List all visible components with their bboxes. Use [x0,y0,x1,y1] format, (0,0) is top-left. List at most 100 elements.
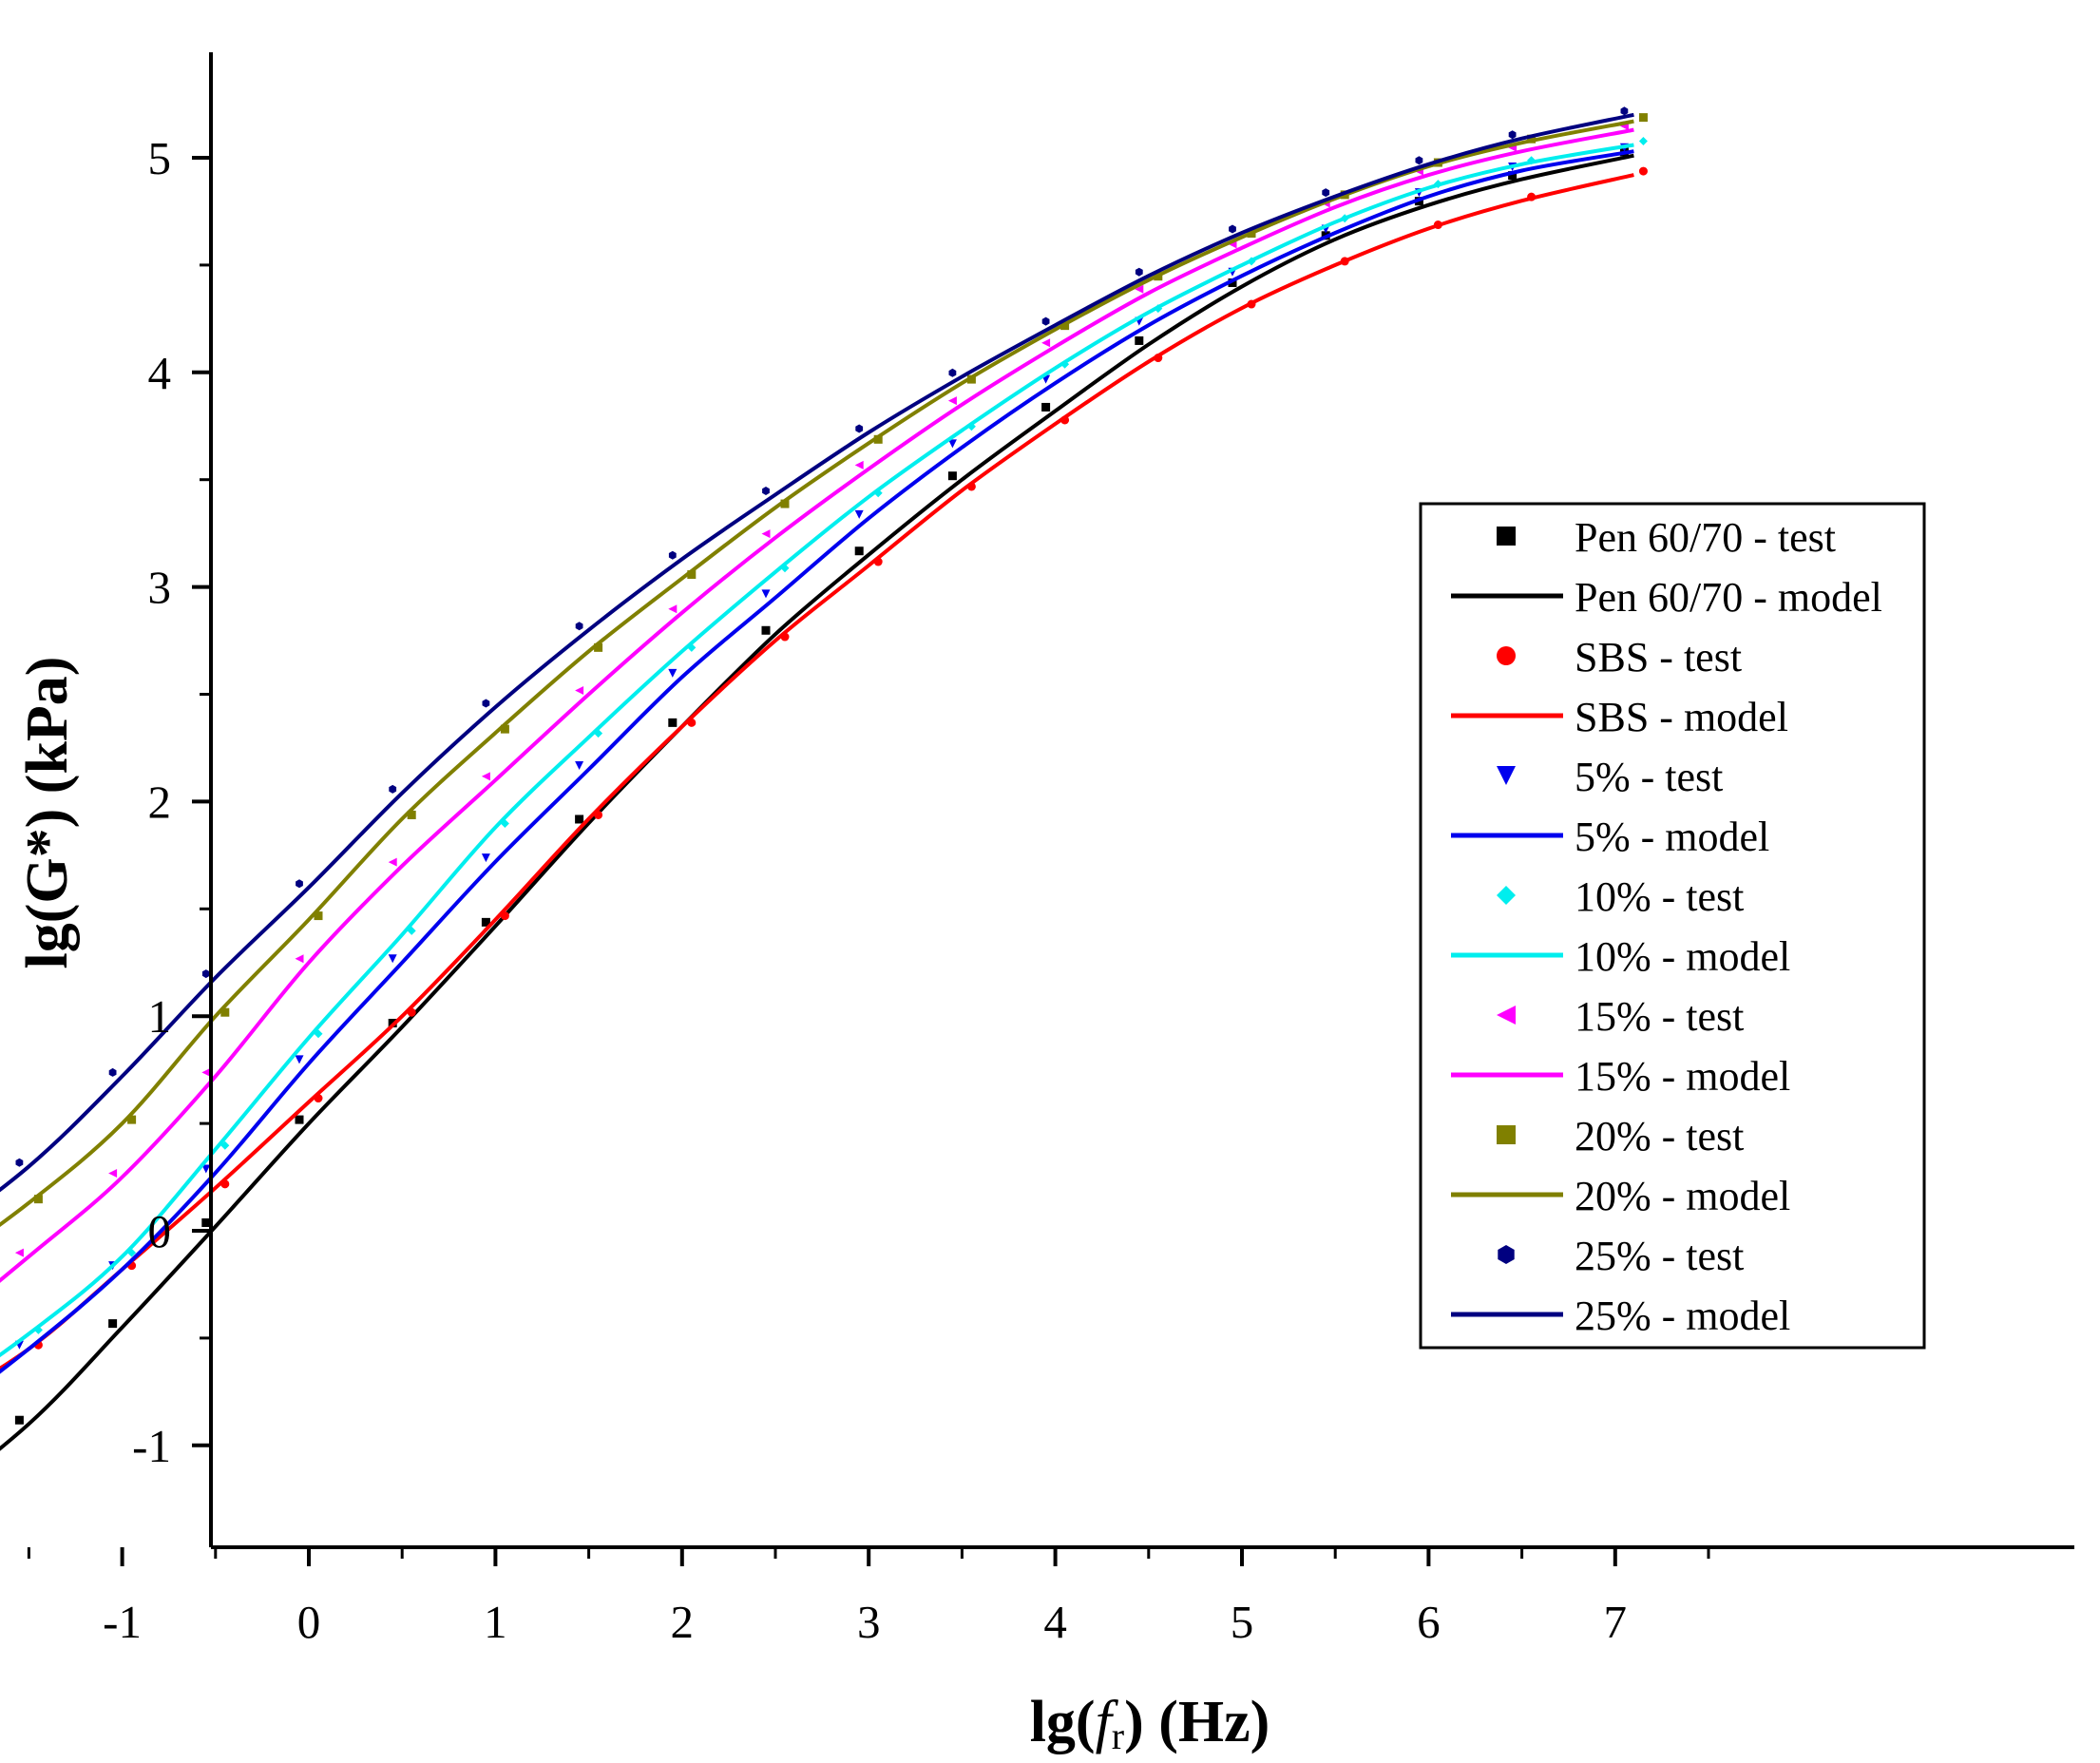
legend-marker [1498,1245,1515,1264]
test-point [1508,130,1517,140]
test-point [947,471,957,481]
test-point [127,1115,137,1124]
test-point [668,550,677,560]
test-point [594,642,603,652]
legend-label-test: 10% - test [1575,873,1744,920]
test-point [780,499,790,508]
test-point [1041,338,1051,348]
test-point [295,954,304,964]
test-point [407,1007,416,1017]
x-tick-label: 1 [484,1596,507,1648]
series-4 [0,136,1648,1358]
series-2 [0,166,1648,1371]
test-point [947,439,957,449]
series-5 [0,122,1634,1283]
test-point [1135,267,1143,277]
x-axis-title-suffix: ) (Hz) [1124,1690,1270,1754]
test-point [1527,134,1537,144]
test-point [1135,335,1144,345]
test-point [854,509,864,519]
y-tick-label: 3 [148,562,172,614]
test-point [296,879,303,889]
test-point [1340,214,1349,223]
model-line [0,127,1634,1283]
test-point [966,482,976,491]
series-3 [0,143,1634,1374]
test-point [1060,321,1070,331]
test-point [108,1169,118,1179]
legend-label-model: 15% - model [1575,1053,1790,1100]
x-tick-label: 4 [1043,1596,1067,1648]
test-point [761,529,771,539]
test-point [873,557,883,566]
test-point [668,718,678,727]
legend-label-test: SBS - test [1575,634,1742,680]
model-line [0,143,1634,1358]
test-point [1154,272,1163,281]
test-point [220,1179,230,1189]
test-point [1638,166,1648,176]
test-point [33,1195,43,1204]
legend-label-test: 5% - test [1575,754,1723,800]
legend-label-model: Pen 60/70 - model [1575,574,1882,621]
test-point [1247,299,1256,309]
model-line [0,173,1634,1371]
test-point [388,857,397,867]
legend-box [1419,502,1926,1350]
legend-label-model: 10% - model [1575,933,1790,980]
legend-label-model: SBS - model [1575,694,1788,740]
test-point [687,570,697,580]
test-point [314,911,323,921]
model-line [0,153,1634,1451]
test-point [1620,106,1629,116]
test-point [389,784,397,794]
test-point [575,686,584,695]
series-layer [0,106,1648,1451]
test-point [948,368,957,377]
test-point [575,622,583,631]
test-point [780,564,790,573]
test-point [594,729,603,738]
legend-marker [1497,1125,1516,1144]
y-tick-label: 5 [148,132,172,184]
test-point [481,917,490,927]
test-point [500,818,509,828]
test-point [500,911,509,921]
test-point [295,1115,304,1124]
test-point [1527,192,1537,201]
legend-marker [1497,646,1516,665]
x-axis-title-subscript: r [1112,1715,1124,1757]
test-point [108,1319,118,1329]
test-point [762,487,770,495]
test-point [1229,224,1236,234]
legend-marker [1497,766,1516,785]
test-point [127,1248,137,1257]
y-axis-title: lg(G*) (kPa) [15,657,80,969]
test-point [201,1217,211,1227]
test-point [1433,220,1442,230]
test-point [1415,156,1423,165]
test-point [14,1248,24,1257]
x-tick-label: 2 [671,1596,695,1648]
test-point [575,761,584,771]
test-point [15,1158,24,1167]
test-point [1433,180,1442,189]
legend-label-test: 25% - test [1575,1233,1744,1279]
x-tick-label: 3 [857,1596,881,1648]
test-point [873,434,883,444]
x-tick-label: 7 [1604,1596,1628,1648]
x-tick-label: 6 [1417,1596,1441,1648]
test-point [668,604,678,614]
test-point [482,699,490,708]
test-point [220,1140,230,1150]
x-tick-label: -1 [103,1596,142,1648]
test-point [687,718,697,727]
test-point [500,724,509,734]
y-tick-label: 0 [148,1205,172,1257]
test-point [1135,284,1144,294]
test-point [201,1067,211,1077]
test-point [1060,359,1070,369]
test-point [481,772,490,781]
